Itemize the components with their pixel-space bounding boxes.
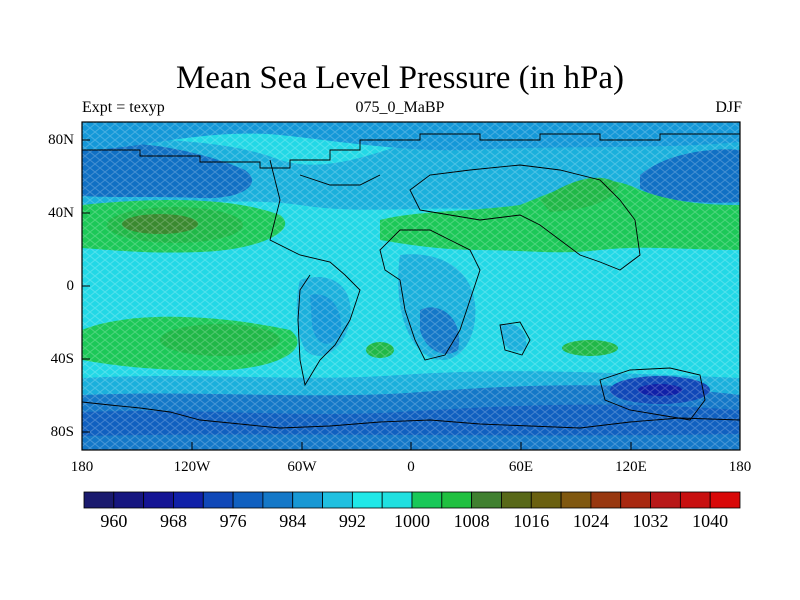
colorbar-box [590,491,622,509]
colorbar-box [143,491,174,509]
colorbar-box [471,491,502,509]
colorbar-box [202,491,234,509]
colorbar-box [381,491,413,509]
colorbar-label: 976 [219,511,247,531]
experiment-label: Expt = texyp [82,99,165,116]
colorbar-box [709,491,741,509]
lat-tick-80n: 80N [48,132,74,148]
pressure-field [82,122,740,450]
colorbar-box [292,491,323,509]
colorbar-box [650,491,681,509]
colorbar-box [530,491,562,509]
lon-tick-60e: 60E [508,459,534,475]
colorbar-box [113,491,145,509]
lon-tick-60w: 60W [287,459,317,475]
colorbar-label: 992 [338,511,366,531]
colorbar-box [173,491,204,509]
colorbar-box [560,491,592,509]
colorbar-box [620,491,651,509]
lat-tick-80s: 80S [50,424,74,440]
coastlines [82,133,740,429]
map-title: Mean Sea Level Pressure (in hPa) [175,60,625,96]
colorbar-label: 1000 [394,511,430,531]
colorbar-box [411,491,443,509]
colorbar-label: 1008 [453,511,490,531]
lon-tick-180e: 180 [728,459,752,475]
colorbar-box [501,491,532,509]
colorbar-label: 1032 [632,511,669,531]
lat-tick-0: 0 [66,278,75,294]
lon-tick-120e: 120E [615,459,647,475]
colorbar-box [679,491,711,509]
colorbar-box [232,491,264,509]
colorbar-box [441,491,473,509]
colorbar-box [262,491,294,509]
lon-tick-180w: 180 [70,459,94,475]
lon-tick-120w: 120W [173,459,211,475]
colorbar-box [322,491,353,509]
colorbar-box [351,491,383,509]
colorbar-label: 960 [100,511,128,531]
colorbar-label: 1016 [513,511,550,531]
colorbar-label: 968 [159,511,187,531]
axis-ticks [81,139,741,450]
colorbar-label: 1024 [572,511,609,531]
time-label: 075_0_MaBP [355,99,445,116]
lat-tick-40s: 40S [50,351,74,367]
colorbar-label: 984 [279,511,307,531]
colorbar [83,491,741,509]
lon-tick-0: 0 [407,459,415,475]
colorbar-box [83,491,115,509]
season-label: DJF [715,99,742,116]
colorbar-label: 1040 [692,511,729,531]
lat-tick-40n: 40N [48,205,74,221]
